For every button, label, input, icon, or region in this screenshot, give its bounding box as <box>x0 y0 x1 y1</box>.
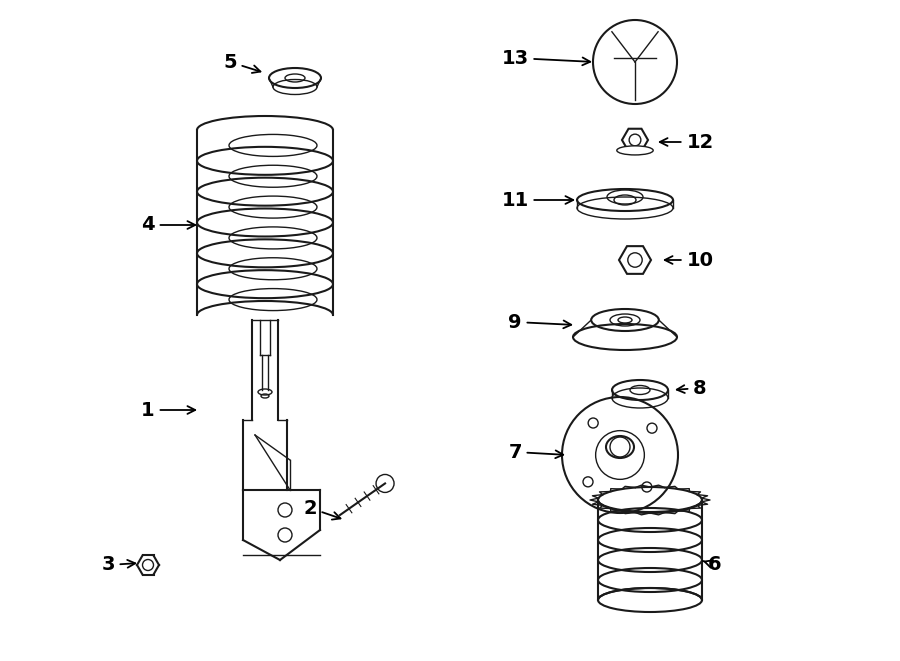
Text: 6: 6 <box>703 555 722 574</box>
Text: 3: 3 <box>101 555 135 574</box>
Polygon shape <box>622 129 648 151</box>
Text: 10: 10 <box>665 251 714 270</box>
Text: 7: 7 <box>508 442 563 461</box>
Text: 2: 2 <box>303 498 340 520</box>
Text: 4: 4 <box>141 215 195 235</box>
Text: 11: 11 <box>501 190 573 210</box>
Polygon shape <box>619 246 651 274</box>
Ellipse shape <box>258 389 272 395</box>
Circle shape <box>376 475 394 492</box>
Ellipse shape <box>616 146 653 155</box>
Text: 5: 5 <box>223 52 260 73</box>
Text: 1: 1 <box>141 401 195 420</box>
Text: 12: 12 <box>660 132 714 151</box>
Text: 8: 8 <box>677 379 706 397</box>
Text: 9: 9 <box>508 313 572 332</box>
Text: 13: 13 <box>501 48 590 67</box>
